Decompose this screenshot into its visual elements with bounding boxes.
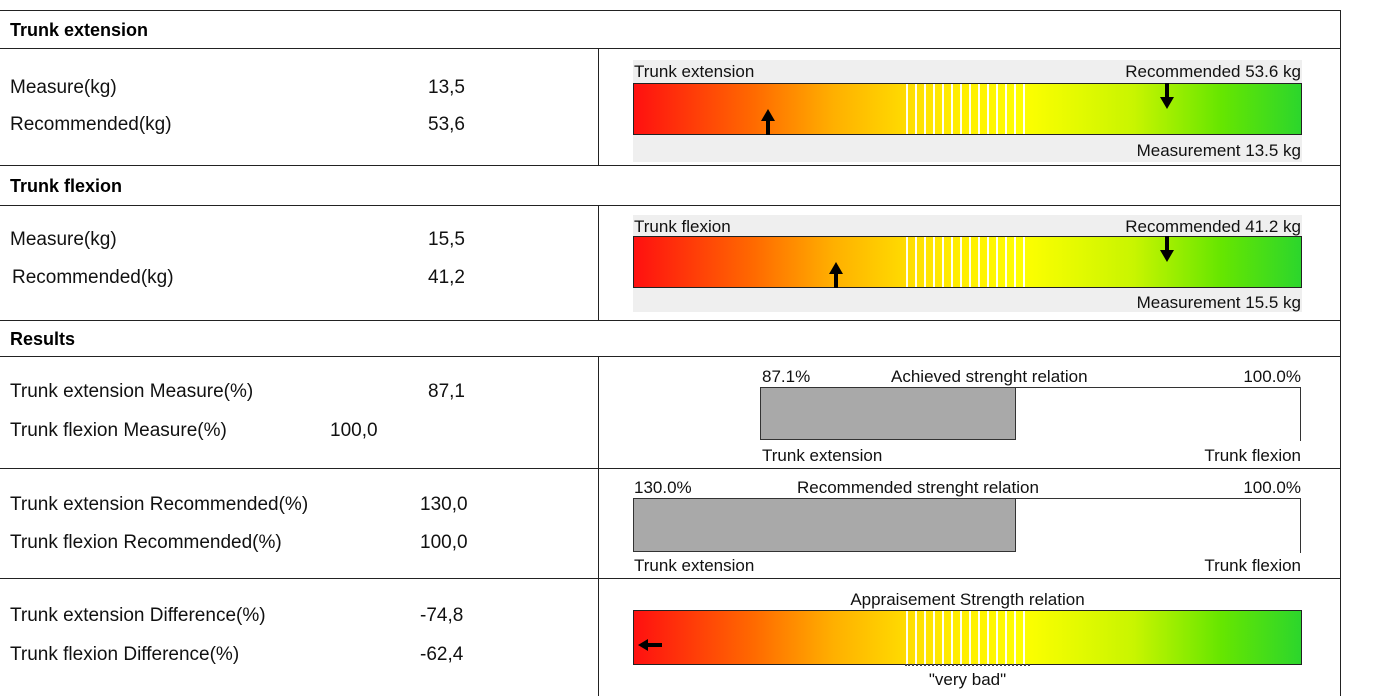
stripes [906, 237, 1031, 287]
rule [0, 356, 1340, 357]
row-label: Trunk extension Recommended(%) [10, 494, 309, 515]
chart-right-value: 100.0% [1243, 367, 1301, 386]
row-value: 130,0 [420, 494, 468, 515]
section-title: Trunk flexion [10, 176, 123, 196]
chart-right-value: 100.0% [1243, 478, 1301, 497]
appraisement-bar [633, 610, 1302, 665]
stripes [906, 84, 1031, 134]
relation-bar [760, 387, 1016, 440]
chart-title: Recommended strenght relation [797, 478, 1039, 497]
row-label: Trunk flexion Recommended(%) [10, 532, 282, 553]
chart-title: Appraisement Strength relation [850, 590, 1085, 609]
gauge-title: Trunk flexion [634, 217, 731, 236]
row-label: Recommended(kg) [10, 114, 172, 135]
arrow-up [761, 109, 775, 135]
rule [0, 165, 1340, 166]
row-value: 13,5 [428, 77, 465, 98]
row-value: 87,1 [428, 381, 465, 402]
gauge-recommended: Recommended 41.2 kg [1125, 217, 1301, 236]
rating: "very bad" [928, 670, 1007, 689]
section-title: Trunk extension [10, 20, 149, 40]
rule [0, 578, 1340, 579]
row-value: 100,0 [420, 532, 468, 553]
gauge-measurement: Measurement 15.5 kg [1136, 293, 1301, 312]
rule [0, 10, 1340, 11]
row-label: Trunk extension Difference(%) [10, 605, 266, 626]
section-title: Results [10, 329, 76, 349]
row-label: Trunk extension Measure(%) [10, 381, 254, 402]
row-value: 53,6 [428, 114, 465, 135]
chart-left-value: 130.0% [634, 478, 692, 497]
row-value: 15,5 [428, 229, 465, 250]
row-value: -62,4 [420, 644, 464, 665]
rule [598, 356, 599, 696]
chart-title: Achieved strenght relation [891, 367, 1088, 386]
arrow-up [829, 262, 843, 288]
gauge-bar [633, 236, 1302, 288]
row-label: Recommended(kg) [12, 267, 174, 288]
arrow-down [1160, 236, 1174, 262]
chart-outline [1015, 387, 1301, 441]
rule [598, 205, 599, 320]
row-value: 41,2 [428, 267, 465, 288]
row-value: -74,8 [420, 605, 464, 626]
chart-right-label: Trunk flexion [1204, 556, 1301, 575]
rating-range [905, 664, 1030, 666]
rule [0, 48, 1340, 49]
rule [1340, 10, 1341, 696]
stripes [906, 611, 1031, 664]
row-label: Measure(kg) [10, 77, 117, 98]
rule [0, 320, 1340, 321]
chart-right-label: Trunk flexion [1204, 446, 1301, 465]
gauge-recommended: Recommended 53.6 kg [1125, 62, 1301, 81]
rule [0, 205, 1340, 206]
rule [598, 48, 599, 165]
chart-left-label: Trunk extension [762, 446, 883, 465]
gauge-bar [633, 83, 1302, 135]
chart-left-label: Trunk extension [634, 556, 755, 575]
row-label: Trunk flexion Difference(%) [10, 644, 240, 665]
rule [0, 468, 1340, 469]
row-label: Measure(kg) [10, 229, 117, 250]
gauge-measurement: Measurement 13.5 kg [1136, 141, 1301, 160]
arrow-left [638, 639, 662, 651]
relation-bar [633, 498, 1016, 552]
arrow-down [1160, 83, 1174, 109]
chart-outline [1015, 498, 1301, 553]
chart-left-value: 87.1% [762, 367, 811, 386]
row-label: Trunk flexion Measure(%) [10, 420, 227, 441]
row-value: 100,0 [330, 420, 378, 441]
gauge-title: Trunk extension [634, 62, 755, 81]
